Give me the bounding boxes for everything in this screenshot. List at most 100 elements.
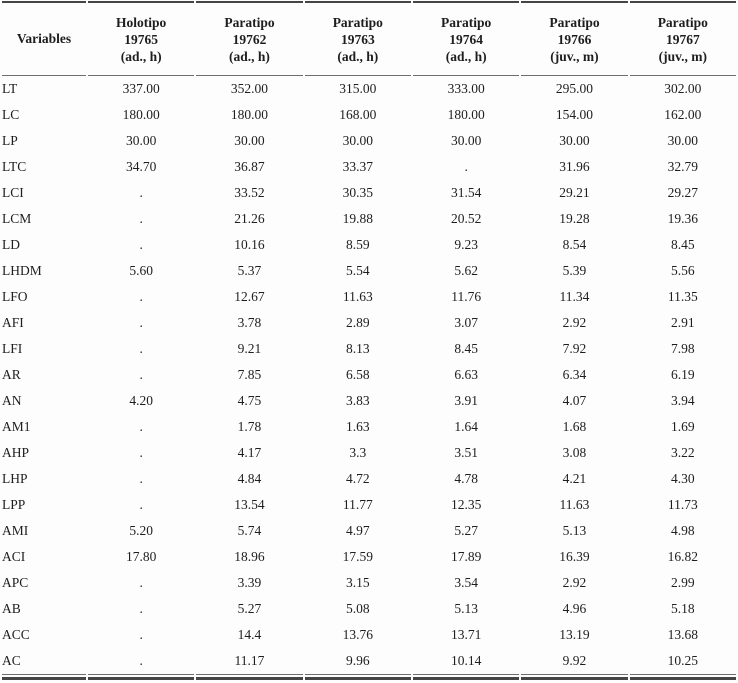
cell-value: 5.13 <box>562 523 587 538</box>
cell-value: 11.63 <box>559 497 590 512</box>
cell-value: 4.20 <box>129 393 153 408</box>
cell-value: 337.00 <box>122 81 160 96</box>
cell-value: 5.13 <box>454 601 478 616</box>
cell-value: 30.35 <box>342 185 373 200</box>
column-header: Paratipo 19766 (juv., m) <box>521 1 628 76</box>
cell-value: 3.78 <box>237 315 262 330</box>
cell-value: 4.21 <box>562 471 587 486</box>
bottom-rule-row <box>2 675 736 680</box>
table-row: LTC 34.70 36.87 33.37. 31.96 32.79 <box>2 154 736 180</box>
cell-value: 180.00 <box>230 107 269 122</box>
cell-value: 6.19 <box>671 367 695 382</box>
table-row: AHP . 4.17 3.3 3.51 3.08 3.22 <box>2 440 736 466</box>
column-header-class: (ad., h) <box>229 48 270 64</box>
table-header: Variables Holotipo 19765 (ad., h) Parati… <box>2 1 736 76</box>
bottom-rule-segment <box>304 675 411 680</box>
cell-value: 154.00 <box>555 107 594 122</box>
cell-value: 3.07 <box>454 315 478 330</box>
row-variable-label: LC <box>2 107 20 122</box>
cell-value: 2.89 <box>346 315 370 330</box>
column-header-number: 19762 <box>232 31 267 47</box>
cell-value: 1.68 <box>562 419 587 434</box>
cell-value: 7.98 <box>671 341 695 356</box>
cell-value: 13.54 <box>234 497 265 512</box>
cell-value: 2.99 <box>671 575 695 590</box>
table-row: AC . 11.17 9.96 10.14 9.92 10.25 <box>2 648 736 675</box>
table-row: AM1 . 1.78 1.63 1.64 1.68 1.69 <box>2 414 736 440</box>
cell-value: 17.80 <box>125 549 157 564</box>
cell-value: 315.00 <box>339 81 377 96</box>
cell-value: 7.85 <box>237 367 262 382</box>
row-variable-label: LHDM <box>2 263 42 278</box>
cell-value: 5.08 <box>346 601 370 616</box>
cell-value: 32.79 <box>667 159 698 174</box>
bottom-rule-segment <box>2 675 86 680</box>
cell-value: 3.54 <box>454 575 478 590</box>
cell-value: . <box>139 211 143 226</box>
cell-value: 3.08 <box>562 445 587 460</box>
cell-value: 3.91 <box>454 393 478 408</box>
cell-value: 5.62 <box>454 263 478 278</box>
cell-value: 9.23 <box>454 237 478 252</box>
cell-value: . <box>139 185 143 200</box>
table-row: LD . 10.16 8.59 9.23 8.54 8.45 <box>2 232 736 258</box>
cell-value: 5.20 <box>129 523 153 538</box>
row-variable-label: AR <box>2 367 21 382</box>
table-row: AFI . 3.78 2.89 3.07 2.92 2.91 <box>2 310 736 336</box>
cell-value: 4.78 <box>454 471 478 486</box>
cell-value: 4.30 <box>671 471 695 486</box>
cell-value: 21.26 <box>234 211 265 226</box>
cell-value: 13.76 <box>342 627 373 642</box>
cell-value: 4.98 <box>671 523 695 538</box>
cell-value: 5.27 <box>454 523 478 538</box>
cell-value: . <box>88 648 195 675</box>
cell-value: 4.84 <box>237 471 262 486</box>
column-header-class: (juv., m) <box>658 48 707 64</box>
column-header-number: 19764 <box>449 31 484 47</box>
cell-value: 352.00 <box>230 81 269 96</box>
cell-value: 12.67 <box>234 289 265 304</box>
cell-value: . <box>139 341 143 356</box>
cell-value: 4.07 <box>562 393 587 408</box>
table-body: LT 337.00 352.00 315.00 333.00 295.00 302.00 … <box>2 76 736 675</box>
bottom-rule-segment <box>412 675 520 680</box>
cell-value: 5.37 <box>237 263 262 278</box>
cell-value: 19.28 <box>559 211 590 226</box>
cell-value: 30.00 <box>559 133 590 148</box>
cell-value: . <box>139 445 143 460</box>
cell-value: 8.13 <box>346 341 370 356</box>
cell-value: 19.36 <box>667 211 698 226</box>
table-bottom-rule <box>2 675 736 680</box>
bottom-rule-segment <box>88 675 195 680</box>
row-variable-label: LP <box>2 133 18 148</box>
cell-value: 17.59 <box>342 549 373 564</box>
cell-value: 11.76 <box>451 289 482 304</box>
column-header-class: (ad., h) <box>337 48 379 64</box>
cell-value: 10.16 <box>234 237 265 252</box>
cell-value: 6.34 <box>562 367 587 382</box>
cell-value: 333.00 <box>447 81 485 96</box>
row-variable-label: AHP <box>2 445 30 460</box>
column-header-number: 19765 <box>124 31 159 47</box>
cell-value: 2.92 <box>562 575 587 590</box>
column-header: Paratipo 19764 (ad., h) <box>412 1 520 76</box>
cell-value: 1.63 <box>346 419 370 434</box>
table-row: ACI 17.80 18.96 17.59 17.89 16.39 16.82 <box>2 544 736 570</box>
cell-value: 12.35 <box>450 497 482 512</box>
cell-value: . <box>139 367 143 382</box>
cell-value: . <box>139 315 143 330</box>
row-variable-label: LD <box>2 237 20 252</box>
cell-value: 1.69 <box>671 419 695 434</box>
table-row: LT 337.00 352.00 315.00 333.00 295.00 302.00 <box>2 76 736 102</box>
cell-value: 33.52 <box>234 185 265 200</box>
table-row: LC 180.00 180.00 168.00 180.00 154.00 162.00 <box>2 102 736 128</box>
cell-value: 1.78 <box>237 419 262 434</box>
cell-value: 8.45 <box>671 237 695 252</box>
row-variable-label: AM1 <box>2 419 31 434</box>
table-row: APC . 3.39 3.15 3.54 2.92 2.99 <box>2 570 736 596</box>
table-row: LPP . 13.54 11.77 12.35 11.63 11.73 <box>2 492 736 518</box>
row-variable-label: AFI <box>2 315 24 330</box>
row-variable-label: ACI <box>2 549 26 564</box>
column-header: Holotipo 19765 (ad., h) <box>88 1 195 76</box>
